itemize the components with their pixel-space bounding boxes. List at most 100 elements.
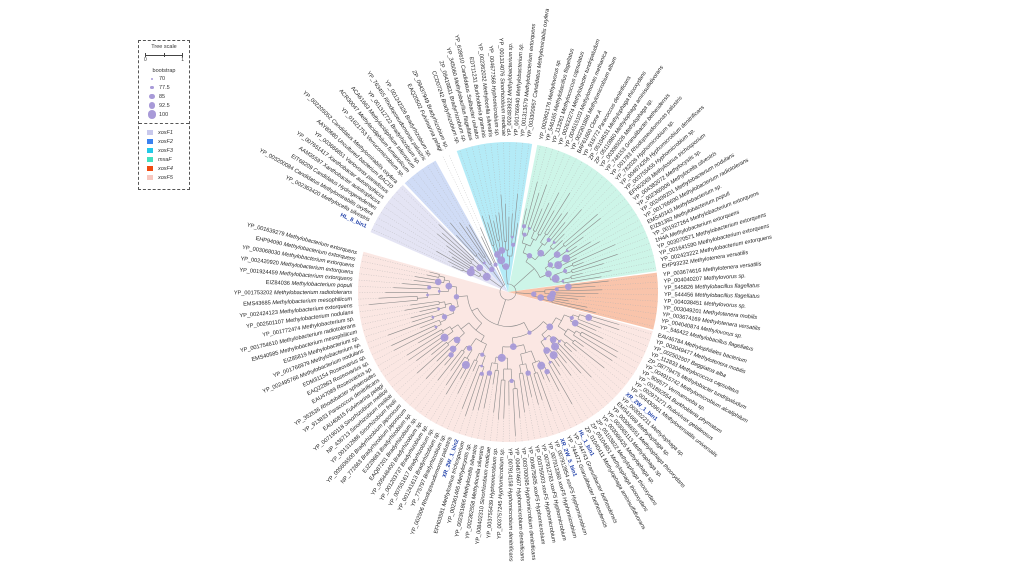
leaf-label: YP_544456 Methylobacillus flagellatus — [664, 292, 760, 300]
branch — [414, 280, 439, 284]
clade-wedge — [508, 272, 658, 330]
branch-arc — [549, 246, 554, 250]
branch — [565, 271, 572, 274]
bootstrap-marker — [545, 270, 552, 278]
legend: Tree scale 0 1 bootstrap 70 77.5 85 92.5 100… — [138, 40, 190, 190]
bootstrap-marker — [527, 330, 532, 335]
clade-swatch — [147, 157, 153, 162]
bootstrap-marker — [537, 361, 546, 370]
branch — [570, 272, 583, 277]
branch — [577, 318, 601, 329]
branch — [527, 193, 540, 229]
leaf-guide-line — [577, 299, 658, 308]
leaf-guide-line — [595, 281, 658, 287]
branch — [436, 233, 472, 263]
leaf-guide-line — [360, 267, 416, 277]
leaf-label: YP_002483922 Methylobacterium sp. — [507, 43, 514, 136]
branch — [450, 351, 465, 371]
bootstrap-marker — [461, 360, 470, 369]
leaf-guide-line — [512, 142, 517, 214]
branch-arc — [533, 230, 536, 232]
clade-legend-item: xoxF5 — [139, 173, 189, 182]
bootstrap-legend-item: 100 — [139, 110, 189, 119]
leaf-guide-line — [371, 345, 392, 355]
clade-legend-item: xoxF4 — [139, 164, 189, 173]
branch — [563, 264, 573, 269]
branch — [549, 222, 566, 242]
branch — [432, 313, 444, 318]
branch — [574, 339, 584, 347]
branch-arc — [499, 287, 506, 300]
leaf-label: YP_004038451 Methylovorus sp. — [663, 299, 746, 310]
branch — [552, 209, 582, 242]
leaf-guide-line — [571, 351, 618, 395]
leaf-guide-line — [406, 180, 457, 236]
branch — [513, 271, 531, 287]
leaf-guide-line — [584, 296, 658, 302]
branch — [539, 210, 555, 236]
branch-arc — [478, 273, 482, 277]
bootstrap-marker — [440, 333, 449, 342]
branch-arc — [468, 322, 485, 337]
leaf-guide-line — [430, 393, 447, 421]
leaf-guide-line — [490, 142, 500, 213]
leaf-guide-line — [615, 231, 646, 245]
bootstrap-marker — [453, 336, 461, 344]
bootstrap-marker — [546, 323, 554, 331]
bootstrap-legend-item: 85 — [139, 92, 189, 101]
bootstrap-marker — [562, 254, 571, 263]
bootstrap-marker — [543, 347, 550, 354]
branch — [497, 379, 502, 420]
bootstrap-marker — [511, 242, 516, 247]
bootstrap-marker — [537, 249, 545, 257]
branch — [525, 181, 538, 227]
branch — [566, 341, 577, 352]
leaf-guide-line — [517, 142, 523, 194]
leaf-guide-line — [582, 255, 654, 274]
branch — [529, 372, 539, 405]
branch — [402, 283, 430, 287]
bootstrap-marker — [549, 336, 557, 343]
bootstrap-marker — [502, 263, 510, 270]
branch — [551, 361, 561, 376]
branch — [460, 322, 470, 330]
clade-wedge — [456, 142, 533, 292]
branch — [563, 344, 572, 352]
bootstrap-marker — [482, 261, 486, 265]
leaf-label: YP_004674607 Hyphomicrobium denitrifican… — [513, 448, 525, 562]
leaf-label: YP_004677368 Hyphomicrobium sp. — [487, 45, 500, 136]
branch — [572, 314, 579, 318]
branch-arc — [470, 261, 472, 264]
leaf-guide-line — [448, 154, 481, 228]
bootstrap-marker — [448, 304, 456, 312]
branch — [535, 234, 540, 241]
bootstrap-marker — [434, 325, 438, 329]
leaf-guide-line — [387, 360, 417, 383]
branch — [530, 184, 547, 230]
branch — [450, 222, 478, 256]
leaf-guide-line — [618, 329, 651, 341]
clade-legend-item: mxaF — [139, 155, 189, 164]
branch — [437, 349, 463, 381]
branch — [513, 193, 518, 238]
branch — [466, 349, 473, 359]
clade-name: xoxF2 — [158, 138, 173, 145]
bootstrap-marker — [552, 241, 556, 244]
leaf-guide-line — [548, 155, 571, 204]
branch-arc — [513, 286, 517, 293]
branch — [551, 296, 578, 300]
branch — [420, 319, 440, 329]
tree-scale-title: Tree scale — [151, 44, 177, 50]
branch — [493, 221, 498, 241]
branch — [431, 342, 447, 355]
leaf-guide-line — [600, 327, 648, 347]
branch — [516, 388, 521, 418]
leaf-guide-line — [560, 374, 589, 420]
branch — [563, 276, 602, 284]
branch-arc — [505, 292, 517, 301]
leaf-guide-line — [599, 219, 640, 242]
leaf-guide-line — [617, 242, 650, 255]
branch — [448, 261, 464, 270]
clade-legend-item: xoxF3 — [139, 146, 189, 155]
leaf-guide-line — [361, 260, 427, 276]
